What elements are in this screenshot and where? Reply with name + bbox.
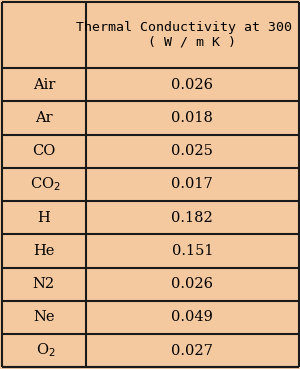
Text: 0.049: 0.049: [171, 310, 213, 324]
Text: 0.017: 0.017: [171, 177, 213, 192]
Text: 0.151: 0.151: [172, 244, 213, 258]
Text: Ar: Ar: [35, 111, 52, 125]
Text: 0.018: 0.018: [171, 111, 213, 125]
Text: Ne: Ne: [33, 310, 55, 324]
Text: Air: Air: [33, 78, 55, 92]
Text: 0.182: 0.182: [171, 211, 213, 225]
Text: CO: CO: [32, 144, 56, 158]
Text: CO$_2$: CO$_2$: [30, 176, 61, 193]
Text: H: H: [38, 211, 50, 225]
Text: Thermal Conductivity at 300 K: Thermal Conductivity at 300 K: [76, 21, 300, 34]
Text: 0.025: 0.025: [171, 144, 213, 158]
Text: O$_2$: O$_2$: [36, 342, 55, 359]
Text: ( W / m K ): ( W / m K ): [148, 36, 236, 49]
Text: 0.026: 0.026: [171, 78, 213, 92]
Text: He: He: [33, 244, 55, 258]
Text: N2: N2: [33, 277, 55, 291]
Text: 0.026: 0.026: [171, 277, 213, 291]
Text: 0.027: 0.027: [171, 344, 213, 358]
